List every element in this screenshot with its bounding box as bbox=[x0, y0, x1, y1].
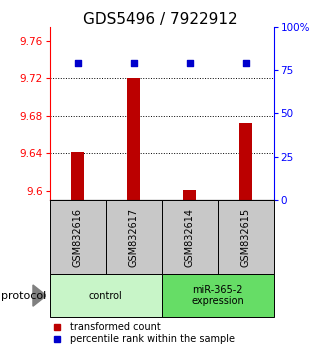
Bar bbox=[162, 274, 274, 317]
Bar bbox=[239, 123, 252, 200]
Bar bbox=[106, 200, 162, 274]
Text: GSM832616: GSM832616 bbox=[73, 208, 83, 267]
Text: percentile rank within the sample: percentile rank within the sample bbox=[70, 334, 236, 344]
Text: GDS5496 / 7922912: GDS5496 / 7922912 bbox=[83, 12, 237, 27]
Bar bbox=[162, 200, 218, 274]
Point bbox=[243, 60, 248, 66]
Bar bbox=[71, 152, 84, 200]
Text: GSM832617: GSM832617 bbox=[129, 207, 139, 267]
Text: miR-365-2
expression: miR-365-2 expression bbox=[191, 285, 244, 307]
Text: GSM832614: GSM832614 bbox=[185, 208, 195, 267]
Text: transformed count: transformed count bbox=[70, 321, 161, 332]
Point bbox=[131, 60, 136, 66]
Point bbox=[187, 60, 192, 66]
Text: GSM832615: GSM832615 bbox=[241, 207, 251, 267]
Bar bbox=[218, 200, 274, 274]
Bar bbox=[183, 190, 196, 200]
Polygon shape bbox=[33, 285, 46, 306]
Text: control: control bbox=[89, 291, 123, 301]
Bar bbox=[127, 78, 140, 200]
Bar bbox=[50, 200, 106, 274]
Point bbox=[75, 60, 80, 66]
Text: protocol: protocol bbox=[1, 291, 46, 301]
Bar bbox=[50, 274, 162, 317]
